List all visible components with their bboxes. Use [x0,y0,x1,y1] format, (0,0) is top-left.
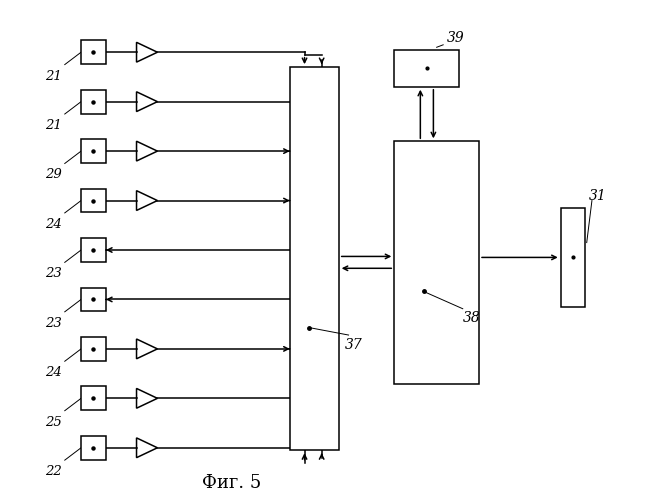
Bar [81,337,106,361]
Bar [81,238,106,262]
Text: 21: 21 [45,119,61,132]
Bar [81,436,106,460]
Bar [81,40,106,64]
Text: 21: 21 [45,70,61,82]
Text: 25: 25 [45,416,61,428]
Text: 24: 24 [45,218,61,231]
Bar [290,67,339,450]
Text: 29: 29 [45,168,61,181]
Text: Фиг. 5: Фиг. 5 [201,474,261,492]
Text: 38: 38 [463,311,480,325]
Text: 39: 39 [446,31,464,45]
Text: 37: 37 [345,338,363,351]
Bar [81,90,106,114]
Text: 23: 23 [45,317,61,330]
Bar [81,188,106,212]
Text: 23: 23 [45,268,61,280]
Bar [81,386,106,410]
Bar [394,141,479,384]
Text: 31: 31 [589,189,607,203]
Bar [81,288,106,312]
Bar [394,50,459,87]
Text: 22: 22 [45,465,61,478]
Text: 24: 24 [45,366,61,379]
Bar [561,208,586,307]
Bar [81,139,106,163]
